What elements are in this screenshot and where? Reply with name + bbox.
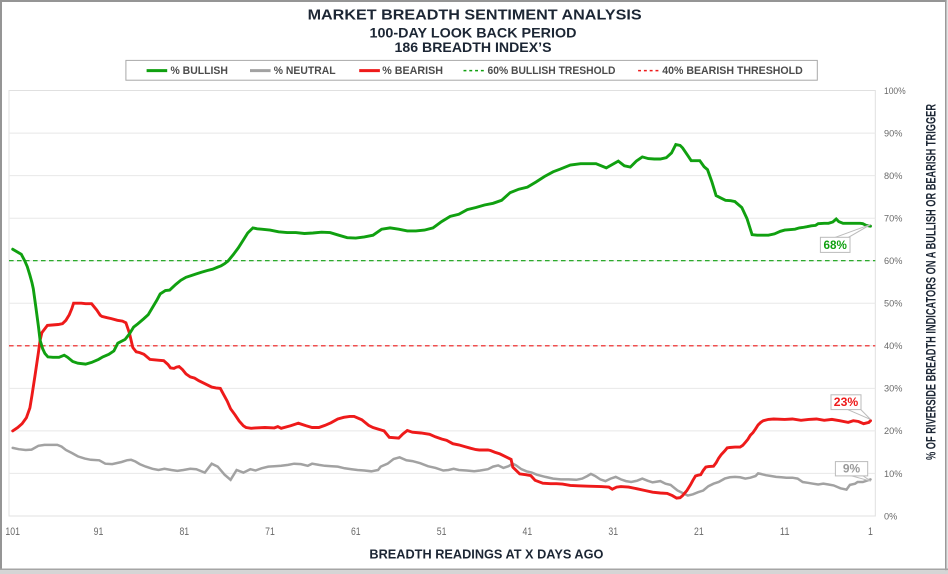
svg-text:10%: 10% [884,469,902,479]
svg-text:30%: 30% [884,384,902,394]
svg-text:101: 101 [5,526,20,538]
svg-text:41: 41 [523,526,533,538]
svg-text:60% BULLISH TRESHOLD: 60% BULLISH TRESHOLD [488,65,616,77]
svg-text:% OF RIVERSIDE BREADTH INDICAT: % OF RIVERSIDE BREADTH INDICATORS ON A B… [924,104,939,460]
svg-text:0%: 0% [884,511,897,521]
svg-text:90%: 90% [884,128,902,138]
svg-text:100%: 100% [884,86,906,96]
svg-text:1: 1 [868,526,873,538]
svg-text:60%: 60% [884,256,902,266]
svg-text:186 BREADTH INDEX’S: 186 BREADTH INDEX’S [395,40,552,55]
svg-text:68%: 68% [824,239,847,252]
svg-text:9%: 9% [843,462,860,475]
svg-text:MARKET BREADTH SENTIMENT ANALY: MARKET BREADTH SENTIMENT ANALYSIS [308,8,642,24]
svg-text:80%: 80% [884,171,902,181]
svg-text:% BEARISH: % BEARISH [382,65,443,77]
svg-text:81: 81 [179,526,189,538]
svg-text:70%: 70% [884,214,902,224]
svg-text:23%: 23% [834,396,858,409]
svg-text:51: 51 [437,526,447,538]
svg-text:BREADTH READINGS AT X DAYS AGO: BREADTH READINGS AT X DAYS AGO [369,547,603,562]
svg-text:% BULLISH: % BULLISH [171,65,228,77]
svg-text:61: 61 [351,526,361,538]
svg-text:31: 31 [608,526,618,538]
svg-text:50%: 50% [884,299,902,309]
svg-text:20%: 20% [884,426,902,436]
svg-text:91: 91 [94,526,104,538]
svg-text:11: 11 [780,526,790,538]
svg-text:40%: 40% [884,341,902,351]
svg-text:100-DAY LOOK BACK PERIOD: 100-DAY LOOK BACK PERIOD [370,26,577,41]
svg-text:21: 21 [694,526,704,538]
svg-text:% NEUTRAL: % NEUTRAL [274,65,336,77]
svg-text:40% BEARISH THRESHOLD: 40% BEARISH THRESHOLD [662,65,803,77]
svg-text:71: 71 [265,526,275,538]
